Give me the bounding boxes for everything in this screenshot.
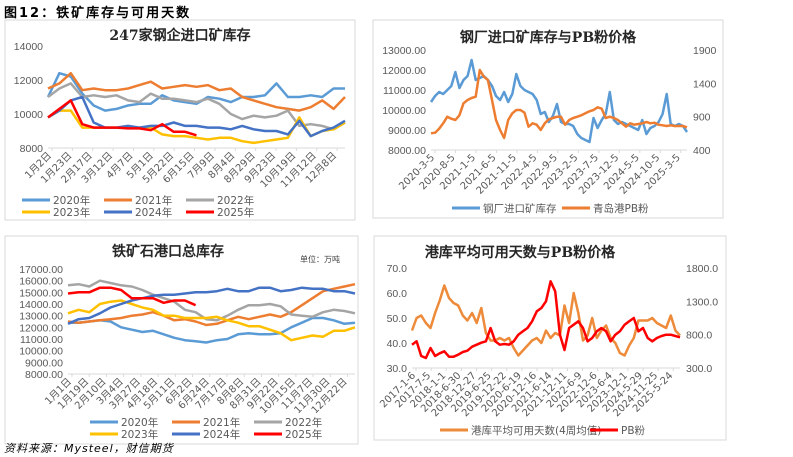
y-tick-label: 12000.00 (19, 322, 63, 334)
series-line-2 (67, 279, 356, 322)
y-tick-label: 10000 (14, 109, 43, 121)
chart-frame (4, 19, 356, 221)
series-line-4 (67, 286, 356, 325)
series-line-4 (47, 95, 346, 138)
y2-tick-label: 1300.0 (686, 296, 718, 308)
series-line-0 (46, 71, 345, 112)
legend-label: 2022年 (217, 194, 254, 207)
chart-2: 钢厂进口矿库存与PB粉价格 13000.00 12000.00 11000.00 100… (372, 19, 724, 219)
chart-4: 港库平均可用天数与PB粉价格 70.0 60.0 50.0 40.0 30.0 1800.0… (373, 235, 727, 441)
y-tick-label: 12000 (14, 75, 43, 87)
y-tick-label: 14000 (14, 41, 43, 53)
legend-label: 2025年 (217, 206, 254, 219)
chart-1: 247家钢企进口矿库存14000120001000080001月2日1月23日2… (4, 19, 356, 221)
chart-title: 港库平均可用天数与PB粉价格 (425, 244, 616, 261)
series-line-1 (430, 68, 688, 140)
legend-label: 2024年 (203, 428, 240, 441)
y-tick-label: 10000.00 (19, 346, 63, 358)
y2-tick-label: 1800.0 (686, 263, 718, 275)
series-line-1 (411, 280, 681, 360)
legend-label: PB粉 (621, 424, 646, 437)
chart-3: 铁矿石港口总库存单位：万吨 17000.0016000.0015000.00140… (4, 235, 359, 445)
series-line-0 (68, 316, 356, 344)
legend-label: 2020年 (121, 416, 158, 429)
y-tick-label: 14000.00 (19, 299, 63, 311)
series-line-3 (67, 299, 356, 342)
y-tick-label: 30.0 (387, 363, 408, 375)
y2-tick-label: 400 (693, 145, 711, 157)
y-tick-label: 16000.00 (19, 276, 63, 288)
y-tick-label: 9000.00 (25, 357, 63, 369)
y2-tick-label: 800.0 (686, 330, 712, 342)
legend-label: 港库平均可用天数(4周均值) (471, 424, 601, 437)
y2-tick-label: 900 (693, 112, 711, 124)
y-tick-label: 13000.00 (382, 45, 426, 57)
chart-title: 247家钢企进口矿库存 (109, 27, 250, 44)
figure-title: 图12：铁矿库存与可用天数 (4, 6, 192, 21)
y2-tick-label: 300.0 (686, 363, 712, 375)
series-line-0 (429, 58, 689, 144)
y-tick-label: 50.0 (387, 313, 408, 325)
series-line-1 (67, 282, 356, 327)
legend-label: 钢厂进口矿库存 (483, 202, 557, 215)
y-tick-label: 10000.00 (382, 105, 426, 117)
y2-tick-label: 1900 (693, 45, 717, 57)
legend-label: 2020年 (53, 194, 90, 207)
legend-label: 2022年 (285, 416, 322, 429)
legend-label: 2023年 (53, 206, 90, 219)
series-line-5 (47, 99, 197, 137)
series-line-2 (47, 82, 346, 131)
y-tick-label: 12000.00 (382, 65, 426, 77)
y-tick-label: 11000.00 (20, 334, 63, 346)
legend-label: 2024年 (135, 206, 172, 219)
y2-tick-label: 1400 (693, 78, 717, 90)
chart-title: 铁矿石港口总库存 (112, 243, 224, 260)
legend-label: 青岛港PB粉 (593, 202, 649, 215)
source-note: 资料来源：Mysteel，财信期货 (4, 442, 174, 455)
chart-title: 钢厂进口矿库存与PB粉价格 (460, 29, 637, 46)
legend-label: 2023年 (121, 428, 158, 441)
series-line-1 (47, 71, 346, 112)
y-tick-label: 13000.00 (19, 311, 63, 323)
y-tick-label: 9000.00 (388, 125, 426, 137)
legend-label: 2021年 (203, 416, 240, 429)
series-line-0 (410, 284, 681, 357)
y-tick-label: 11000.00 (383, 85, 426, 97)
legend-label: 2025年 (285, 428, 322, 441)
legend-label: 2021年 (135, 194, 172, 207)
y-tick-label: 40.0 (387, 338, 408, 350)
unit-label: 单位：万吨 (300, 254, 340, 264)
series-line-5 (67, 286, 197, 307)
y-tick-label: 8000.00 (388, 145, 426, 157)
y-tick-label: 70.0 (387, 263, 408, 275)
y-tick-label: 17000.00 (19, 264, 63, 276)
y-tick-label: 60.0 (387, 288, 408, 300)
y-tick-label: 8000 (20, 143, 44, 155)
y-tick-label: 8000.00 (25, 369, 63, 381)
y-tick-label: 15000.00 (19, 287, 63, 299)
